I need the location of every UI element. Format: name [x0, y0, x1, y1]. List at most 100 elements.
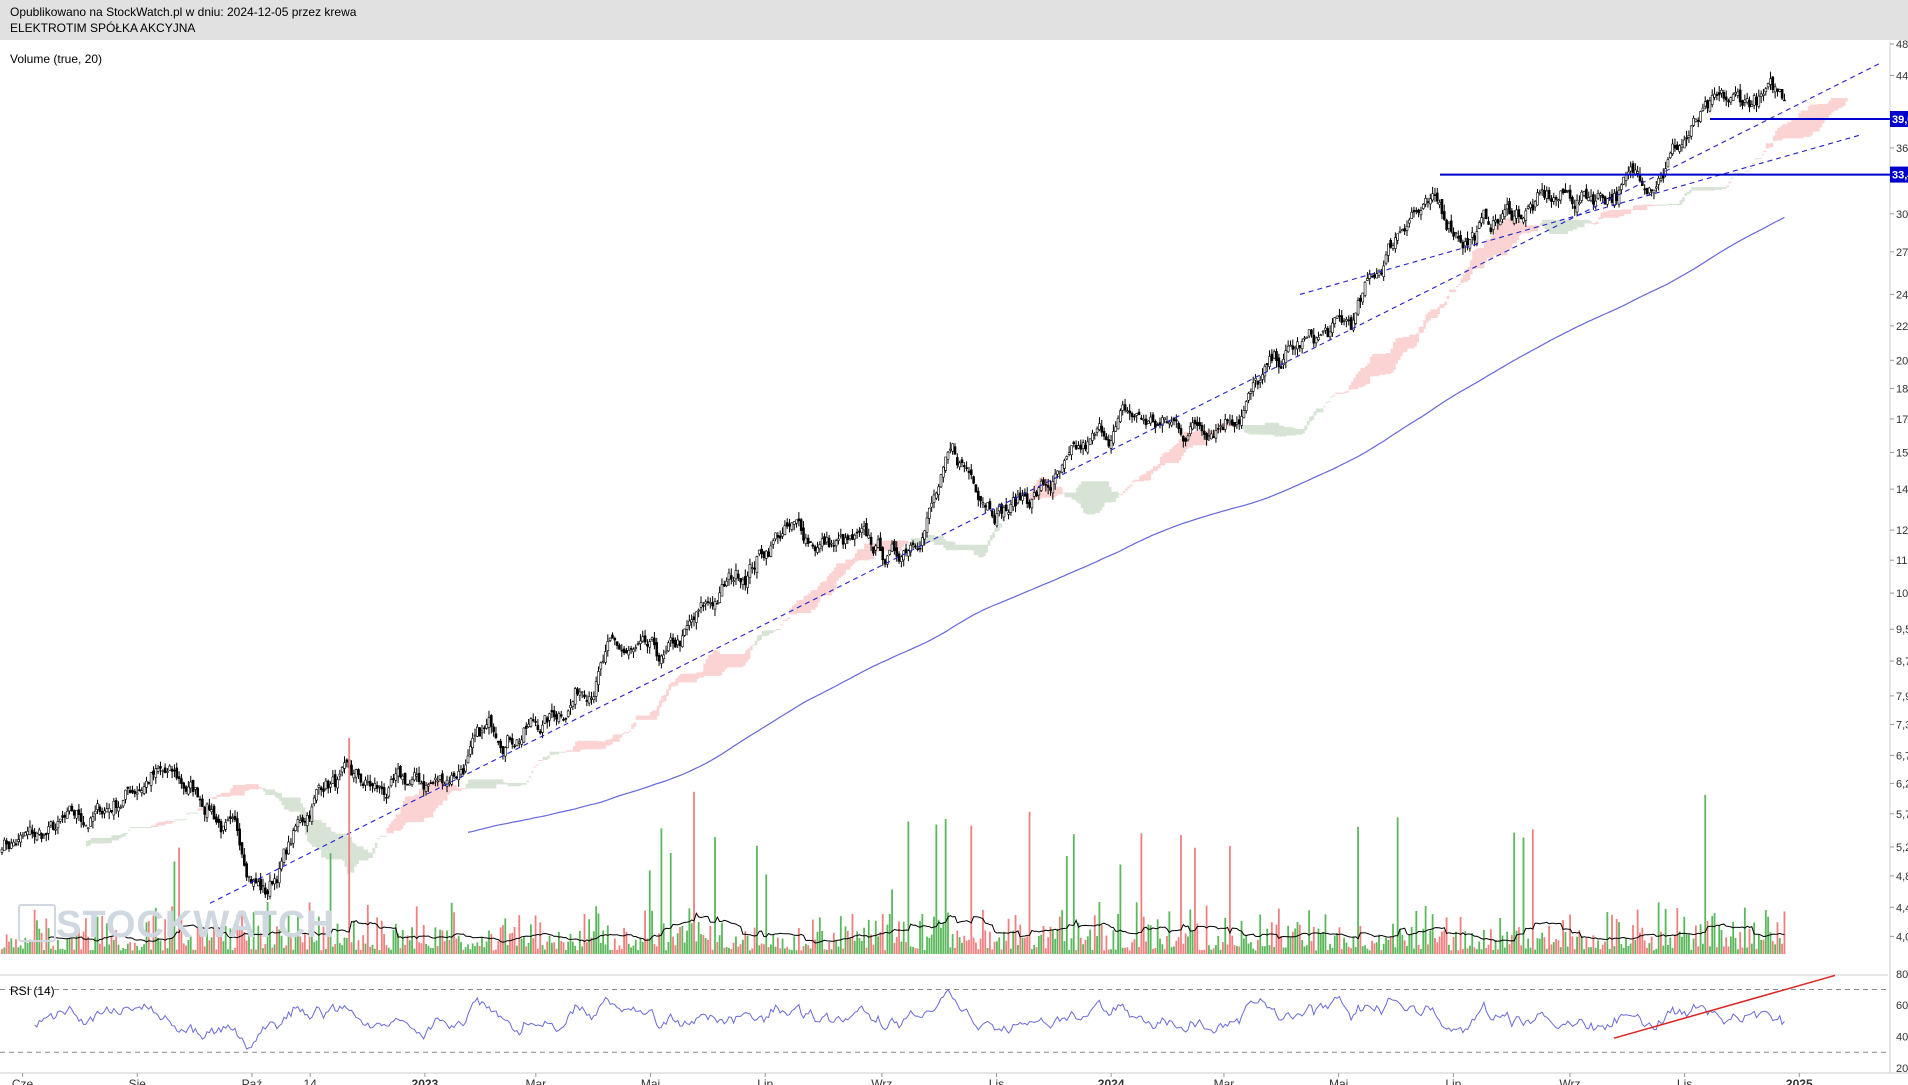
candle-body	[1307, 329, 1311, 337]
cloud-segment	[309, 817, 313, 845]
cloud-segment	[712, 650, 716, 676]
volume-bar	[166, 948, 169, 954]
volume-bar	[818, 917, 821, 954]
cloud-segment	[272, 789, 276, 795]
candle-body	[408, 783, 412, 786]
volume-bar	[979, 938, 982, 954]
cloud-segment	[614, 734, 618, 742]
cloud-segment	[1598, 217, 1601, 220]
candle-body	[1310, 329, 1313, 335]
volume-bar	[1154, 947, 1157, 954]
candle-body	[429, 782, 433, 785]
rsi-tick-label: 60	[1896, 1000, 1908, 1012]
cloud-segment	[1097, 481, 1100, 514]
cloud-segment	[987, 540, 991, 546]
candle-body	[452, 772, 456, 777]
price-tick-label: 4,80	[1896, 871, 1908, 883]
volume-bar	[415, 906, 418, 954]
candle-body	[494, 733, 498, 738]
rsi-trend-line[interactable]	[1613, 974, 1836, 1039]
cloud-segment	[600, 741, 604, 749]
cloud-segment	[1406, 336, 1410, 349]
candle-body	[354, 769, 358, 778]
volume-bar	[192, 949, 194, 954]
cloud-segment	[169, 820, 173, 824]
candle-body	[1671, 143, 1674, 154]
volume-bar	[331, 946, 334, 954]
candle-body	[1396, 233, 1399, 241]
candle-body	[716, 602, 719, 605]
candle-body	[333, 774, 337, 787]
candle-body	[1678, 145, 1681, 152]
candle-body	[655, 642, 659, 657]
candle-body	[937, 486, 940, 495]
candle-body	[834, 540, 838, 547]
volume-bar	[1159, 938, 1161, 954]
candle-body	[1326, 328, 1330, 337]
candle-body	[1512, 215, 1516, 224]
volume-bar	[250, 949, 253, 954]
candle-body	[1205, 433, 1208, 440]
cloud-segment	[1644, 204, 1648, 211]
volume-bar	[984, 930, 987, 954]
cloud-segment	[1530, 225, 1534, 232]
cloud-segment	[235, 785, 238, 796]
volume-bar	[194, 949, 197, 954]
price-level-badge	[1890, 166, 1908, 183]
candle-body	[695, 611, 698, 623]
volume-bar	[1215, 945, 1217, 954]
cloud-segment	[125, 832, 129, 834]
candle-body	[639, 640, 642, 644]
volume-bar	[970, 825, 973, 954]
price-tick-label: 14,00	[1896, 484, 1908, 496]
volume-bar	[422, 924, 425, 954]
candle-body	[799, 519, 803, 531]
candle-body	[1021, 495, 1024, 501]
candle-body	[853, 534, 857, 540]
candle-body	[951, 443, 954, 452]
volume-bar	[1145, 941, 1147, 954]
candle-body	[240, 842, 244, 855]
volume-bar	[1783, 911, 1786, 954]
volume-bar	[1422, 928, 1425, 954]
cloud-segment	[761, 630, 765, 637]
candle-body	[662, 654, 666, 659]
cloud-segment	[1772, 135, 1776, 142]
volume-bar	[119, 950, 122, 954]
cloud-segment	[1253, 424, 1256, 435]
price-tick-label: 4,06	[1896, 931, 1908, 943]
candle-body	[1128, 410, 1132, 414]
candle-body	[28, 826, 32, 835]
volume-bar	[1420, 948, 1422, 954]
cloud-segment	[633, 722, 637, 727]
cloud-segment	[1365, 366, 1368, 385]
cloud-segment	[253, 784, 257, 790]
volume-bar	[446, 930, 448, 954]
cloud-segment	[200, 807, 203, 811]
candle-body	[1004, 504, 1008, 512]
candle-body	[1361, 292, 1365, 303]
cloud-segment	[584, 740, 588, 750]
volume-bar	[341, 945, 344, 954]
volume-bar	[1289, 937, 1292, 954]
volume-bar	[171, 906, 173, 954]
cloud-segment	[344, 833, 348, 867]
volume-bar	[802, 946, 805, 954]
cloud-segment	[805, 595, 809, 614]
cloud-segment	[1502, 220, 1506, 256]
candle-body	[1655, 186, 1658, 189]
cloud-segment	[777, 628, 781, 631]
volume-bar	[1357, 826, 1359, 954]
cloud-segment	[852, 557, 856, 564]
cloud-segment	[1430, 309, 1434, 318]
cloud-segment	[831, 570, 835, 593]
volume-bar	[1112, 930, 1115, 954]
volume-bar	[485, 941, 488, 954]
candle-body	[420, 782, 423, 785]
volume-bar	[583, 913, 586, 954]
cloud-segment	[1789, 121, 1792, 139]
candle-body	[17, 839, 20, 842]
volume-bar	[425, 943, 427, 954]
volume-bar	[329, 853, 332, 954]
